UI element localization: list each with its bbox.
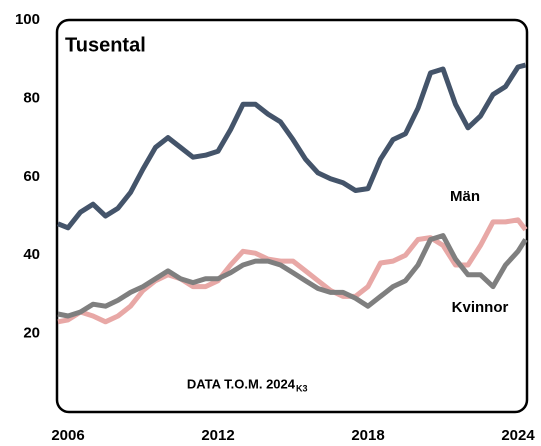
footnote: DATA T.O.M. 2024 <box>187 376 296 391</box>
series-label: Män <box>450 188 480 205</box>
y-tick-label: 80 <box>23 89 40 106</box>
x-tick-label: 2012 <box>201 427 234 444</box>
footnote-subscript: K3 <box>296 383 308 393</box>
lines <box>57 62 528 325</box>
y-tick-label: 20 <box>23 325 40 342</box>
data-line <box>57 217 528 325</box>
x-tick-label: 2018 <box>351 427 384 444</box>
x-tick-label: 2024 <box>501 427 535 444</box>
chart-title: Tusental <box>65 34 146 56</box>
data-line <box>57 233 528 319</box>
plot-frame <box>55 18 529 414</box>
y-tick-label: 40 <box>23 246 40 263</box>
data-line <box>57 62 527 231</box>
y-tick-label: 60 <box>23 168 40 185</box>
series-label: Kvinnor <box>452 299 509 316</box>
y-tick-label: 100 <box>15 11 40 28</box>
x-tick-label: 2006 <box>51 427 84 444</box>
